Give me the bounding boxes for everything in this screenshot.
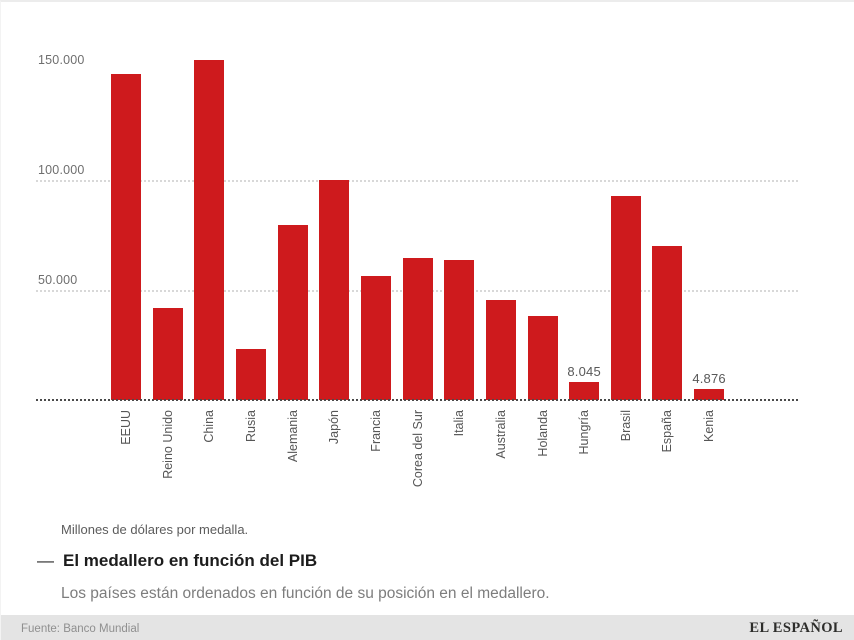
x-tick-label-alemania: Alemania bbox=[285, 410, 300, 463]
x-tick-label-reino-unido: Reino Unido bbox=[160, 410, 175, 479]
bar-chart-plot: 150.000 100.000 50.000 EEUU Reino Unido Chin… bbox=[1, 2, 854, 502]
y-tick-label-150000: 150.000 bbox=[38, 53, 85, 67]
chart-subtitle: Los países están ordenados en función de… bbox=[61, 585, 550, 602]
bar-australia bbox=[485, 300, 516, 400]
x-tick-label-holanda: Holanda bbox=[535, 410, 550, 457]
source-credit: Fuente: Banco Mundial bbox=[21, 622, 140, 635]
x-tick-label-italia: Italia bbox=[452, 410, 467, 437]
bar-reino-unido bbox=[152, 307, 183, 400]
bar-rusia bbox=[235, 349, 266, 400]
x-tick-label-kenia: Kenia bbox=[702, 410, 717, 442]
x-tick-label-corea-del-sur: Corea del Sur bbox=[410, 410, 425, 488]
x-tick-label-australia: Australia bbox=[493, 410, 508, 459]
bar-holanda bbox=[527, 315, 558, 400]
x-tick-label-brasil: Brasil bbox=[618, 410, 633, 442]
bar-kenia bbox=[694, 389, 725, 400]
chart-title-row: — El medallero en función del PIB bbox=[37, 551, 317, 571]
y-tick-label-50000: 50.000 bbox=[38, 273, 78, 287]
footer-bar: Fuente: Banco Mundial EL ESPAÑOL bbox=[1, 615, 854, 640]
x-tick-label-hungria: Hungría bbox=[577, 410, 592, 455]
bar-brasil bbox=[610, 196, 641, 400]
x-tick-label-china: China bbox=[202, 410, 217, 443]
value-label-kenia: 4.876 bbox=[692, 371, 726, 387]
bar-corea-del-sur bbox=[402, 258, 433, 400]
x-axis-baseline bbox=[36, 399, 798, 401]
bar-japon bbox=[319, 180, 350, 400]
bar-eeuu bbox=[111, 74, 141, 400]
x-tick-label-eeuu: EEUU bbox=[119, 410, 133, 445]
bar-hungria bbox=[569, 382, 600, 400]
el-espanol-logo: EL ESPAÑOL bbox=[749, 620, 843, 636]
title-dash: — bbox=[37, 551, 54, 570]
bar-alemania bbox=[277, 225, 308, 400]
x-tick-label-espana: España bbox=[660, 410, 675, 453]
bar-espana bbox=[652, 246, 683, 400]
x-tick-label-francia: Francia bbox=[368, 410, 383, 452]
bar-china bbox=[194, 60, 225, 400]
bar-italia bbox=[444, 259, 475, 400]
value-label-hungria: 8.045 bbox=[567, 364, 601, 380]
bar-francia bbox=[360, 276, 391, 400]
chart-title: El medallero en función del PIB bbox=[63, 551, 318, 570]
y-tick-label-100000: 100.000 bbox=[38, 163, 85, 177]
x-tick-label-japon: Japón bbox=[327, 410, 342, 445]
chart-unit-note: Millones de dólares por medalla. bbox=[61, 522, 249, 537]
gridline-100000 bbox=[36, 180, 798, 182]
x-tick-label-rusia: Rusia bbox=[243, 410, 258, 442]
